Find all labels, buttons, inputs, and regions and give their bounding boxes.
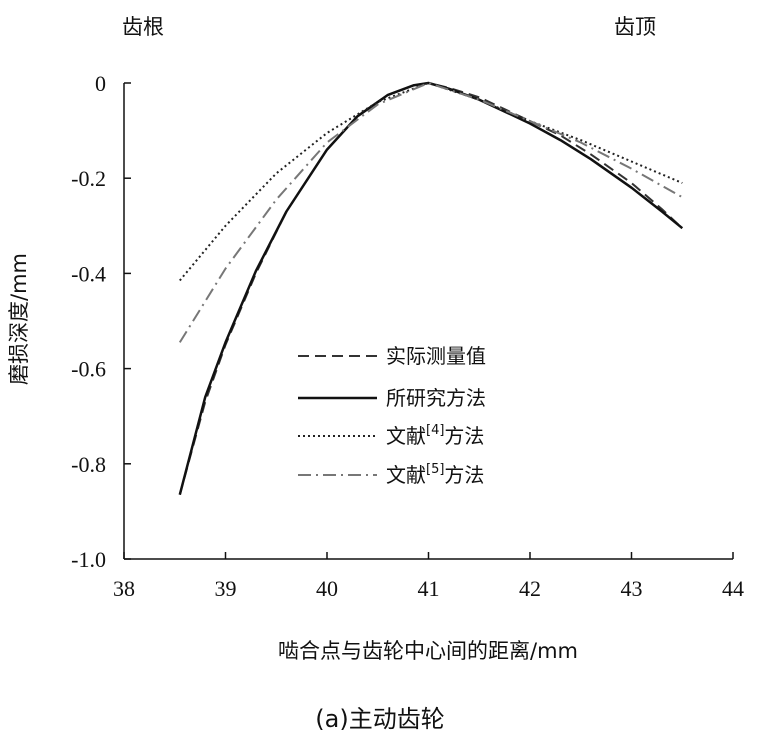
annotation-root: 齿根 xyxy=(122,15,164,39)
legend-label-ref5-tail: 方法 xyxy=(444,463,484,487)
series-line-ref5 xyxy=(178,82,683,343)
x-axis-label: 啮合点与齿轮中心间的距离/mm xyxy=(278,639,578,663)
y-ticks: 0 -0.2 -0.4 -0.6 -0.8 -1.0 xyxy=(71,71,131,572)
y-tick-label: -0.6 xyxy=(71,357,106,382)
x-tick-label: 44 xyxy=(722,576,744,601)
series-line-studied xyxy=(178,81,684,496)
legend-label-measured-main: 实际测量值 xyxy=(386,344,486,368)
y-tick-label: -0.2 xyxy=(71,166,106,191)
legend-label-ref5-sup: [5] xyxy=(426,462,444,477)
series-line-ref4 xyxy=(179,82,683,282)
legend-label-studied: 所研究方法 xyxy=(386,386,486,410)
figure-caption: (a)主动齿轮 xyxy=(315,705,444,733)
legend-label-ref5-main: 文献 xyxy=(386,463,426,487)
x-ticks: 38 39 40 41 42 43 44 xyxy=(113,552,744,601)
x-tick-label: 38 xyxy=(113,576,135,601)
legend-label-ref5: 文献[5]方法 xyxy=(386,462,484,487)
y-tick-label: -0.8 xyxy=(71,452,106,477)
legend-label-ref4-tail: 方法 xyxy=(444,424,484,448)
legend-label-ref4-main: 文献 xyxy=(386,424,426,448)
legend-label-ref4-sup: [4] xyxy=(426,423,444,438)
x-tick-label: 42 xyxy=(519,576,541,601)
y-tick-label: -1.0 xyxy=(71,547,106,572)
legend-label-measured: 实际测量值 xyxy=(386,344,486,368)
y-tick-label: -0.4 xyxy=(71,261,106,286)
legend-label-studied-main: 所研究方法 xyxy=(386,386,486,410)
y-tick-label: 0 xyxy=(95,71,106,96)
legend: 实际测量值 所研究方法 文献[4]方法 文献[5]方法 xyxy=(298,344,486,487)
x-tick-label: 41 xyxy=(418,576,440,601)
x-tick-label: 40 xyxy=(316,576,338,601)
series-layer xyxy=(178,81,684,496)
y-axis-label: 磨损深度/mm xyxy=(7,253,31,385)
x-tick-label: 39 xyxy=(215,576,237,601)
axes xyxy=(123,83,733,560)
legend-label-ref4: 文献[4]方法 xyxy=(386,423,484,448)
annotation-tip: 齿顶 xyxy=(614,15,656,39)
x-tick-label: 43 xyxy=(621,576,643,601)
